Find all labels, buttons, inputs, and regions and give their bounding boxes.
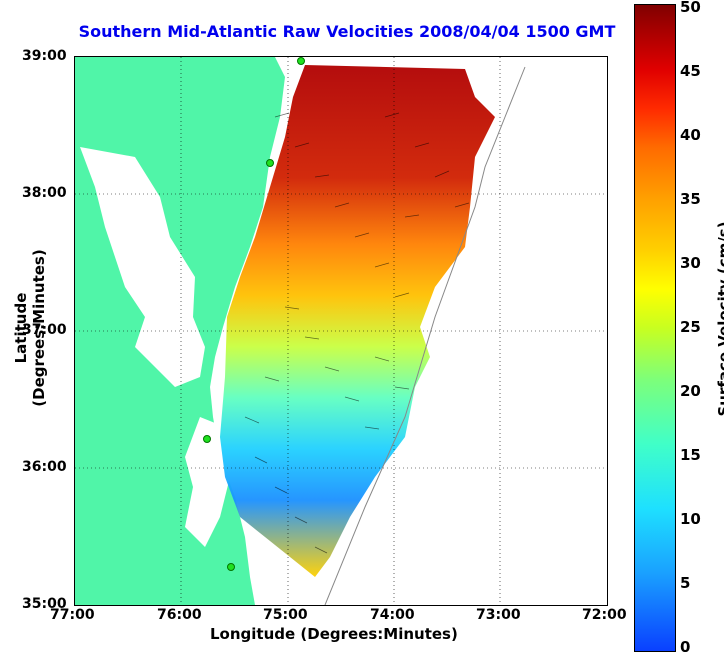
map-title: Southern Mid-Atlantic Raw Velocities 200… <box>78 22 616 41</box>
map-canvas <box>75 57 607 605</box>
grid <box>75 57 607 605</box>
y-tick: 37:00 <box>22 322 67 338</box>
y-tick: 38:00 <box>22 185 67 201</box>
colorbar-title: Surface Velocity (cm/s) <box>715 221 724 417</box>
colorbar-tick: 35 <box>680 190 701 208</box>
colorbar-tick: 45 <box>680 62 701 80</box>
shelf-contour <box>324 66 526 605</box>
y-tick: 35:00 <box>22 596 67 612</box>
x-tick: 72:00 <box>582 607 627 623</box>
colorbar-tick: 10 <box>680 510 701 528</box>
y-tick: 36:00 <box>22 459 67 475</box>
station-marker <box>227 563 235 571</box>
velocity-map <box>74 56 608 606</box>
colorbar-tick: 5 <box>680 574 691 592</box>
station-marker <box>297 57 305 65</box>
velocity-arrows <box>244 112 470 554</box>
x-tick: 73:00 <box>476 607 521 623</box>
x-tick: 74:00 <box>370 607 415 623</box>
colorbar-tick: 20 <box>680 382 701 400</box>
x-tick: 76:00 <box>157 607 202 623</box>
velocity-field <box>220 65 495 577</box>
colorbar-tick: 25 <box>680 318 701 336</box>
bay <box>80 147 205 387</box>
station-marker <box>203 435 211 443</box>
sound <box>185 417 230 547</box>
x-axis-title: Longitude (Degrees:Minutes) <box>210 625 458 643</box>
colorbar-tick: 30 <box>680 254 701 272</box>
colorbar <box>634 4 676 652</box>
colorbar-tick: 40 <box>680 126 701 144</box>
colorbar-tick: 50 <box>680 0 701 16</box>
station-marker <box>266 159 274 167</box>
colorbar-tick: 15 <box>680 446 701 464</box>
x-tick: 75:00 <box>263 607 308 623</box>
x-tick: 77:00 <box>50 607 95 623</box>
y-axis-title: Latitude (Degrees:Minutes) <box>12 249 48 407</box>
y-tick: 39:00 <box>22 48 67 64</box>
colorbar-tick: 0 <box>680 638 691 656</box>
